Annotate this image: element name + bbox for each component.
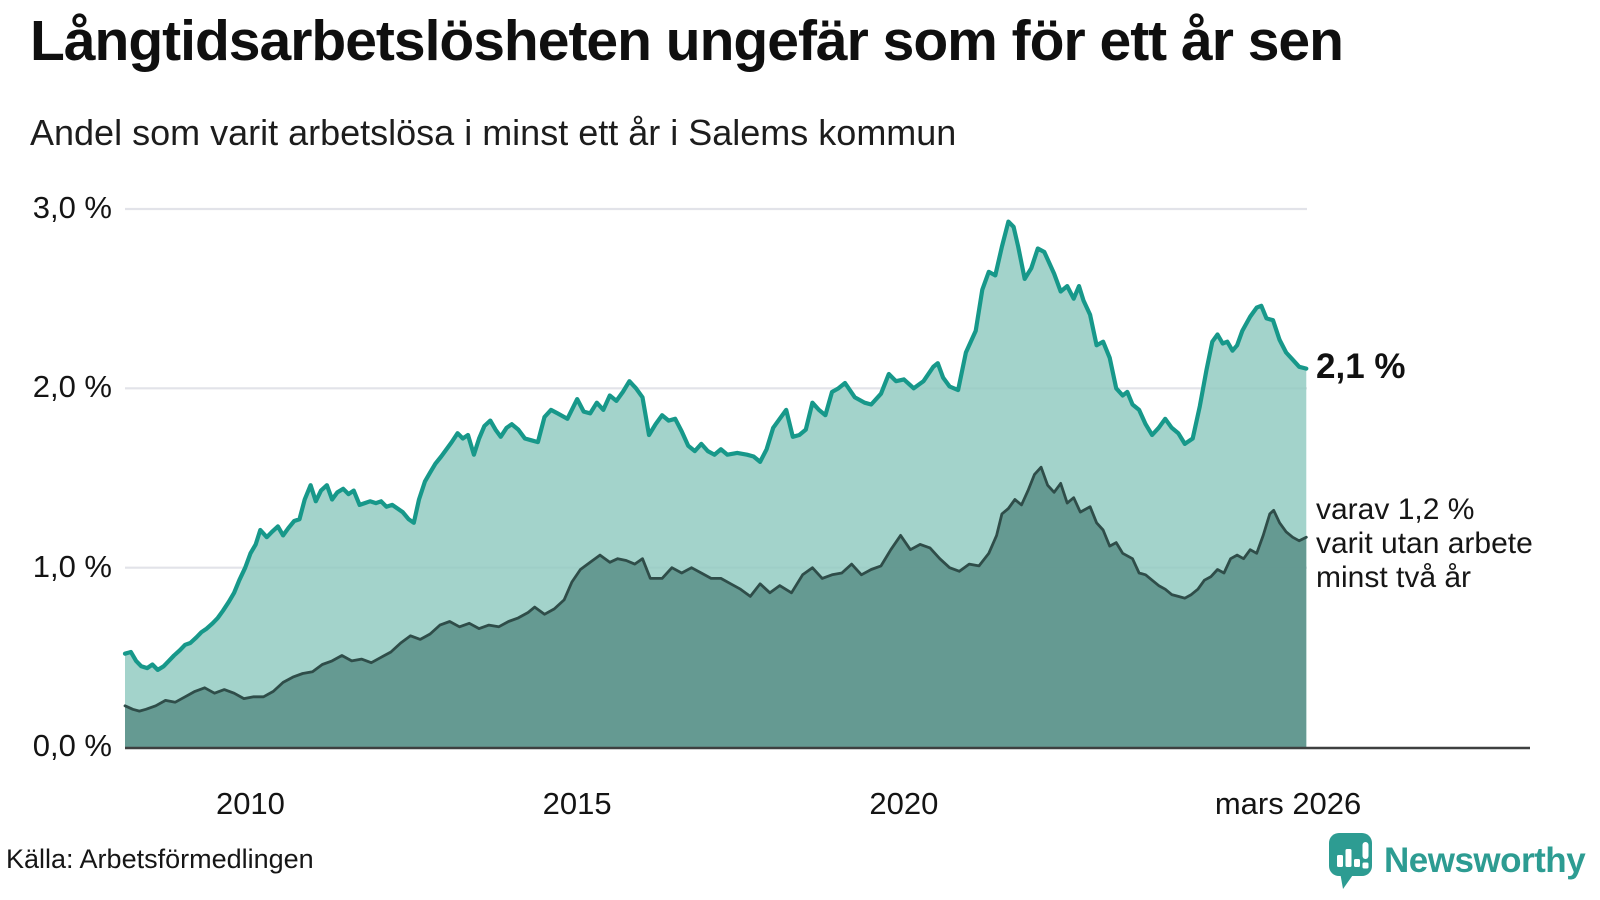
- series-line-1: [122, 219, 1309, 672]
- end-note-line: varav 1,2 %: [1316, 493, 1475, 527]
- end-value-label: 2,1 %: [1316, 346, 1406, 386]
- x-tick-label: 2020: [869, 786, 939, 821]
- x-tick-label: 2010: [215, 786, 285, 821]
- source-caption: Källa: Arbetsförmedlingen: [6, 844, 314, 874]
- y-tick-label: 1,0 %: [32, 548, 112, 584]
- end-note-line: varit utan arbete: [1316, 527, 1533, 561]
- chart-subtitle: Andel som varit arbetslösa i minst ett å…: [30, 112, 957, 153]
- series-line-2: [123, 465, 1308, 713]
- newsworthy-speech-bubble-chart-icon: [1329, 833, 1372, 889]
- y-tick-label: 2,0 %: [32, 369, 112, 405]
- y-tick-label: 0,0 %: [32, 728, 112, 763]
- newsworthy-wordmark: Newsworthy: [1384, 841, 1586, 880]
- y-tick-label: 3,0 %: [32, 190, 112, 225]
- x-tick-label: mars 2026: [1214, 786, 1362, 821]
- end-note-line: minst två år: [1316, 561, 1472, 595]
- x-tick-label: 2015: [542, 786, 612, 821]
- series-area-2: [125, 467, 1307, 747]
- page-title: Långtidsarbetslösheten ungefär som för e…: [30, 9, 1344, 73]
- newsworthy-logo: Newsworthy: [1328, 832, 1586, 890]
- end-note-label: varav 1,2 % varit utan arbete minst två år: [1316, 493, 1533, 595]
